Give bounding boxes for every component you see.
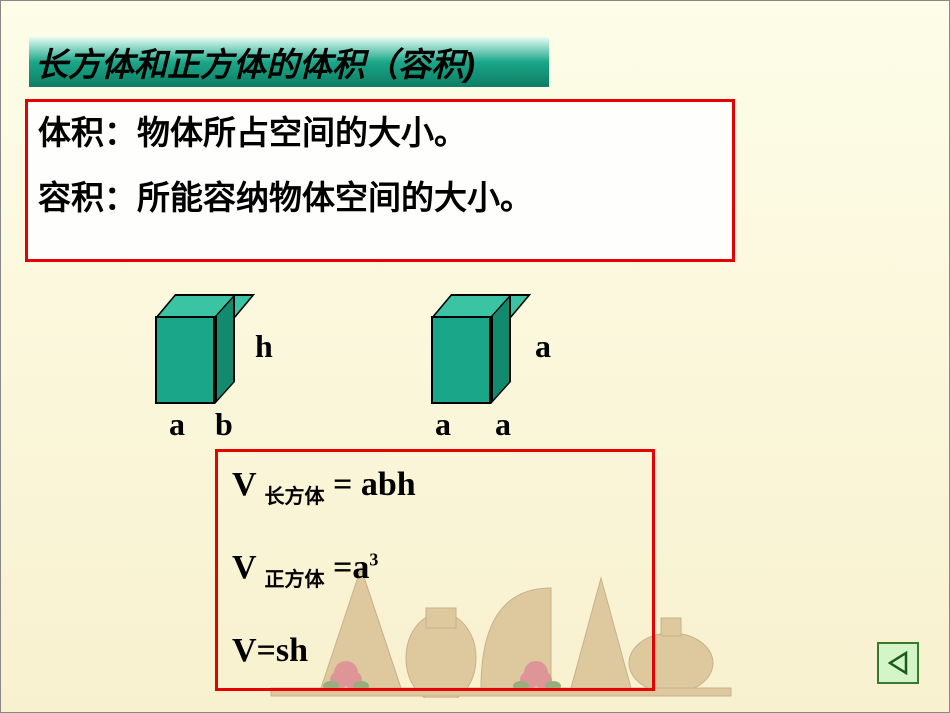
title-bar: 长方体和正方体的体积（容积) — [29, 37, 549, 87]
definitions-box: 体积：物体所占空间的大小。 容积：所能容纳物体空间的大小。 — [25, 99, 735, 262]
cube-width-label: a — [495, 406, 511, 443]
formula-v-symbol: V — [232, 466, 256, 503]
definition-volume: 体积：物体所占空间的大小。 — [38, 116, 722, 149]
formula-cube-eq: =a — [333, 549, 369, 586]
formula-cube: V 正方体 =a3 — [232, 549, 638, 592]
cuboid-shape: h a b — [155, 294, 235, 404]
formula-cube-sub: 正方体 — [264, 569, 324, 591]
triangle-left-icon — [888, 651, 908, 675]
page-title: 长方体和正方体的体积（容积) — [35, 38, 475, 86]
formula-v-symbol-2: V — [232, 549, 256, 586]
formula-cube-exp: 3 — [369, 549, 378, 569]
cuboid-length-label: a — [169, 406, 185, 443]
formulas-box: V 长方体 = abh V 正方体 =a3 V=sh — [215, 449, 655, 691]
formula-cuboid: V 长方体 = abh — [232, 466, 638, 509]
formula-general: V=sh — [232, 632, 638, 670]
cube-front-face — [431, 316, 491, 404]
cuboid-top-face — [155, 294, 255, 318]
previous-button[interactable] — [877, 642, 919, 684]
cube-height-label: a — [535, 328, 551, 365]
cuboid-width-label: b — [215, 406, 233, 443]
cube-shape: a a a — [431, 294, 511, 404]
cuboid-height-label: h — [255, 328, 273, 365]
cuboid-front-face — [155, 316, 215, 404]
formula-cuboid-eq: = abh — [333, 466, 416, 503]
definition-capacity: 容积：所能容纳物体空间的大小。 — [38, 181, 722, 214]
formula-cuboid-sub: 长方体 — [264, 486, 324, 508]
cube-top-face — [431, 294, 531, 318]
cube-length-label: a — [435, 406, 451, 443]
